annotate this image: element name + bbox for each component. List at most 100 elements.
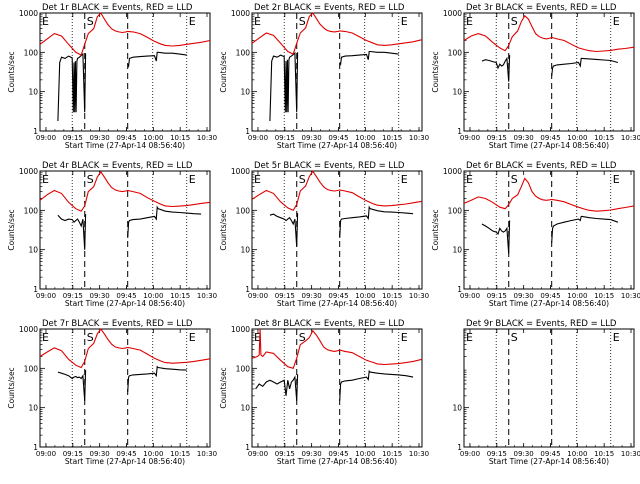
y-tick-label: 10 [28, 246, 38, 255]
x-tick-label: 09:15 [275, 450, 295, 458]
x-tick-label: 09:15 [487, 292, 507, 300]
y-axis-label: Counts/sec [219, 209, 228, 250]
y-tick-label: 100 [236, 364, 251, 373]
marker-label-e: E [401, 331, 408, 344]
plot-frame [251, 170, 423, 290]
x-tick-label: 09:15 [63, 134, 83, 142]
panel-8: Det 8r BLACK = Events, RED = LLD 1 10 100 10… [219, 319, 429, 466]
y-axis-label: Counts/sec [431, 51, 440, 92]
y-tick-label: 10 [240, 404, 250, 413]
y-tick-label: 1000 [231, 9, 250, 18]
x-tick-label: 09:30 [90, 292, 110, 300]
x-tick-label: 09:00 [36, 292, 56, 300]
y-axis-label: Counts/sec [7, 51, 16, 92]
x-tick-label: 09:30 [302, 450, 322, 458]
series-line-events-post- [127, 365, 187, 393]
x-tick-label: 10:00 [355, 450, 375, 458]
y-tick-label: 1 [457, 127, 462, 136]
y-tick-label: 1000 [231, 325, 250, 334]
x-tick-label: 09:30 [514, 450, 534, 458]
x-axis-label: Start Time (27-Apr-14 08:56:40) [277, 457, 397, 466]
panel-3: Det 3r BLACK = Events, RED = LLD 1 10 100 10… [431, 3, 640, 150]
x-tick-label: 09:30 [514, 292, 534, 300]
series-line-events [57, 214, 87, 250]
chart-title: Det 4r BLACK = Events, RED = LLD [42, 161, 193, 171]
panel-4: Det 4r BLACK = Events, RED = LLD 1 10 100 10… [7, 161, 217, 308]
x-tick-label: 09:45 [540, 450, 560, 458]
x-tick-label: 09:45 [116, 134, 136, 142]
x-tick-label: 10:30 [621, 292, 640, 300]
chart-title: Det 9r BLACK = Events, RED = LLD [466, 319, 617, 329]
x-tick-label: 09:30 [90, 134, 110, 142]
plot-frame [463, 328, 635, 448]
y-tick-label: 10 [452, 246, 462, 255]
series-line-events-post- [127, 205, 202, 238]
marker-label-e: E [401, 173, 408, 186]
y-tick-label: 10 [240, 88, 250, 97]
y-tick-label: 1 [457, 285, 462, 294]
y-tick-label: 10 [240, 246, 250, 255]
plot-frame [463, 12, 635, 132]
x-tick-label: 09:45 [328, 292, 348, 300]
series-line-lld [463, 14, 635, 53]
x-tick-label: 10:15 [170, 292, 190, 300]
x-tick-label: 09:45 [328, 134, 348, 142]
marker-label-s: S [87, 173, 94, 186]
y-tick-label: 10 [28, 88, 38, 97]
series-line-events [269, 52, 299, 122]
plot-frame [39, 328, 211, 448]
plot-frame [251, 12, 423, 132]
series-line-lld [251, 12, 423, 55]
x-axis-label: Start Time (27-Apr-14 08:56:40) [65, 141, 185, 150]
x-tick-label: 10:15 [170, 450, 190, 458]
plot-frame [251, 328, 423, 448]
plot-frame [463, 170, 635, 290]
series-line-lld [251, 328, 423, 369]
x-tick-label: 09:30 [302, 134, 322, 142]
series-line-events-post- [339, 369, 414, 401]
y-tick-label: 1 [457, 443, 462, 452]
y-tick-label: 1 [245, 127, 250, 136]
series-line-lld [463, 177, 635, 212]
x-tick-label: 09:45 [116, 450, 136, 458]
x-tick-label: 09:15 [487, 134, 507, 142]
x-tick-label: 10:15 [594, 134, 614, 142]
x-tick-label: 09:00 [248, 450, 268, 458]
y-axis-label: Counts/sec [219, 51, 228, 92]
series-line-lld [39, 328, 211, 369]
series-line-events-post- [339, 205, 414, 238]
x-tick-label: 10:30 [621, 450, 640, 458]
series-line-events-post- [551, 215, 619, 243]
marker-label-s: S [299, 331, 306, 344]
y-tick-label: 1000 [19, 9, 38, 18]
y-tick-label: 100 [448, 206, 463, 215]
marker-label-e: E [254, 15, 261, 28]
y-tick-label: 1000 [443, 167, 462, 176]
marker-label-e: E [42, 15, 49, 28]
y-tick-label: 100 [24, 364, 39, 373]
series-line-events [481, 55, 511, 82]
marker-label-s: S [511, 15, 518, 28]
marker-label-e: E [466, 173, 473, 186]
series-line-events [57, 370, 87, 401]
x-axis-label: Start Time (27-Apr-14 08:56:40) [65, 299, 185, 308]
panel-9: Det 9r BLACK = Events, RED = LLD 1 10 09:00… [452, 319, 640, 466]
series-line-events [255, 374, 299, 401]
x-tick-label: 10:30 [409, 292, 429, 300]
x-axis-label: Start Time (27-Apr-14 08:56:40) [277, 141, 397, 150]
x-tick-label: 09:30 [90, 450, 110, 458]
series-line-lld [39, 12, 211, 56]
x-tick-label: 10:30 [197, 450, 217, 458]
x-tick-label: 09:15 [63, 292, 83, 300]
x-tick-label: 10:00 [567, 450, 587, 458]
x-tick-label: 10:00 [143, 450, 163, 458]
marker-label-s: S [511, 173, 518, 186]
series-line-events-post- [551, 57, 619, 77]
x-tick-label: 09:45 [116, 292, 136, 300]
y-axis-label: Counts/sec [7, 209, 16, 250]
x-tick-label: 10:30 [621, 134, 640, 142]
x-tick-label: 10:30 [409, 134, 429, 142]
x-axis-label: Start Time (27-Apr-14 08:56:40) [489, 457, 609, 466]
y-tick-label: 1 [245, 285, 250, 294]
x-tick-label: 10:30 [409, 450, 429, 458]
